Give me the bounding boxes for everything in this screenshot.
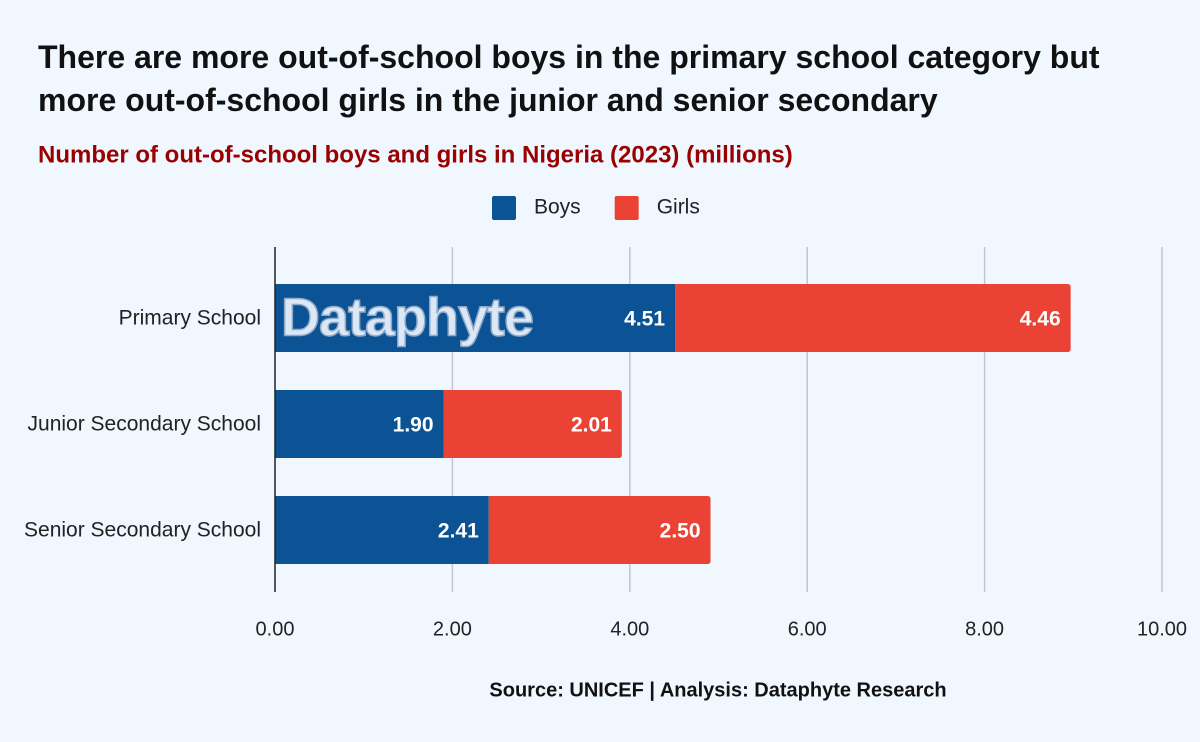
value-label: 2.50: [660, 520, 701, 543]
x-tick-label: 2.00: [433, 618, 472, 640]
x-tick-label: 0.00: [256, 618, 295, 640]
bar: [275, 390, 444, 458]
bar: [675, 284, 1071, 352]
legend-swatch: [614, 196, 639, 220]
value-label: 2.01: [571, 414, 612, 437]
x-tick-label: 4.00: [610, 618, 649, 640]
legend-label: Girls: [657, 196, 700, 219]
y-tick-label: Senior Secondary School: [24, 518, 261, 542]
bar: [275, 496, 489, 564]
source: Source: UNICEF | Analysis: Dataphyte Res…: [489, 679, 946, 701]
bar: [488, 496, 711, 564]
legend-label: Boys: [534, 196, 581, 219]
value-label: 1.90: [393, 414, 434, 437]
x-tick-label: 10.00: [1137, 618, 1187, 640]
y-tick-label: Junior Secondary School: [27, 412, 261, 436]
value-label: 4.46: [1020, 308, 1061, 331]
value-label: 2.41: [438, 520, 479, 543]
x-tick-label: 6.00: [788, 618, 827, 640]
chart-title: There are more out-of-school boys in the…: [38, 39, 1100, 118]
value-label: 4.51: [624, 308, 665, 331]
watermark: Dataphyte: [281, 287, 533, 347]
bar: [275, 284, 676, 352]
chart-subtitle: Number of out-of-school boys and girls i…: [38, 141, 793, 168]
y-tick-label: Primary School: [118, 306, 261, 330]
x-tick-label: 8.00: [965, 618, 1004, 640]
legend-swatch: [492, 196, 516, 220]
bar: [443, 390, 622, 458]
